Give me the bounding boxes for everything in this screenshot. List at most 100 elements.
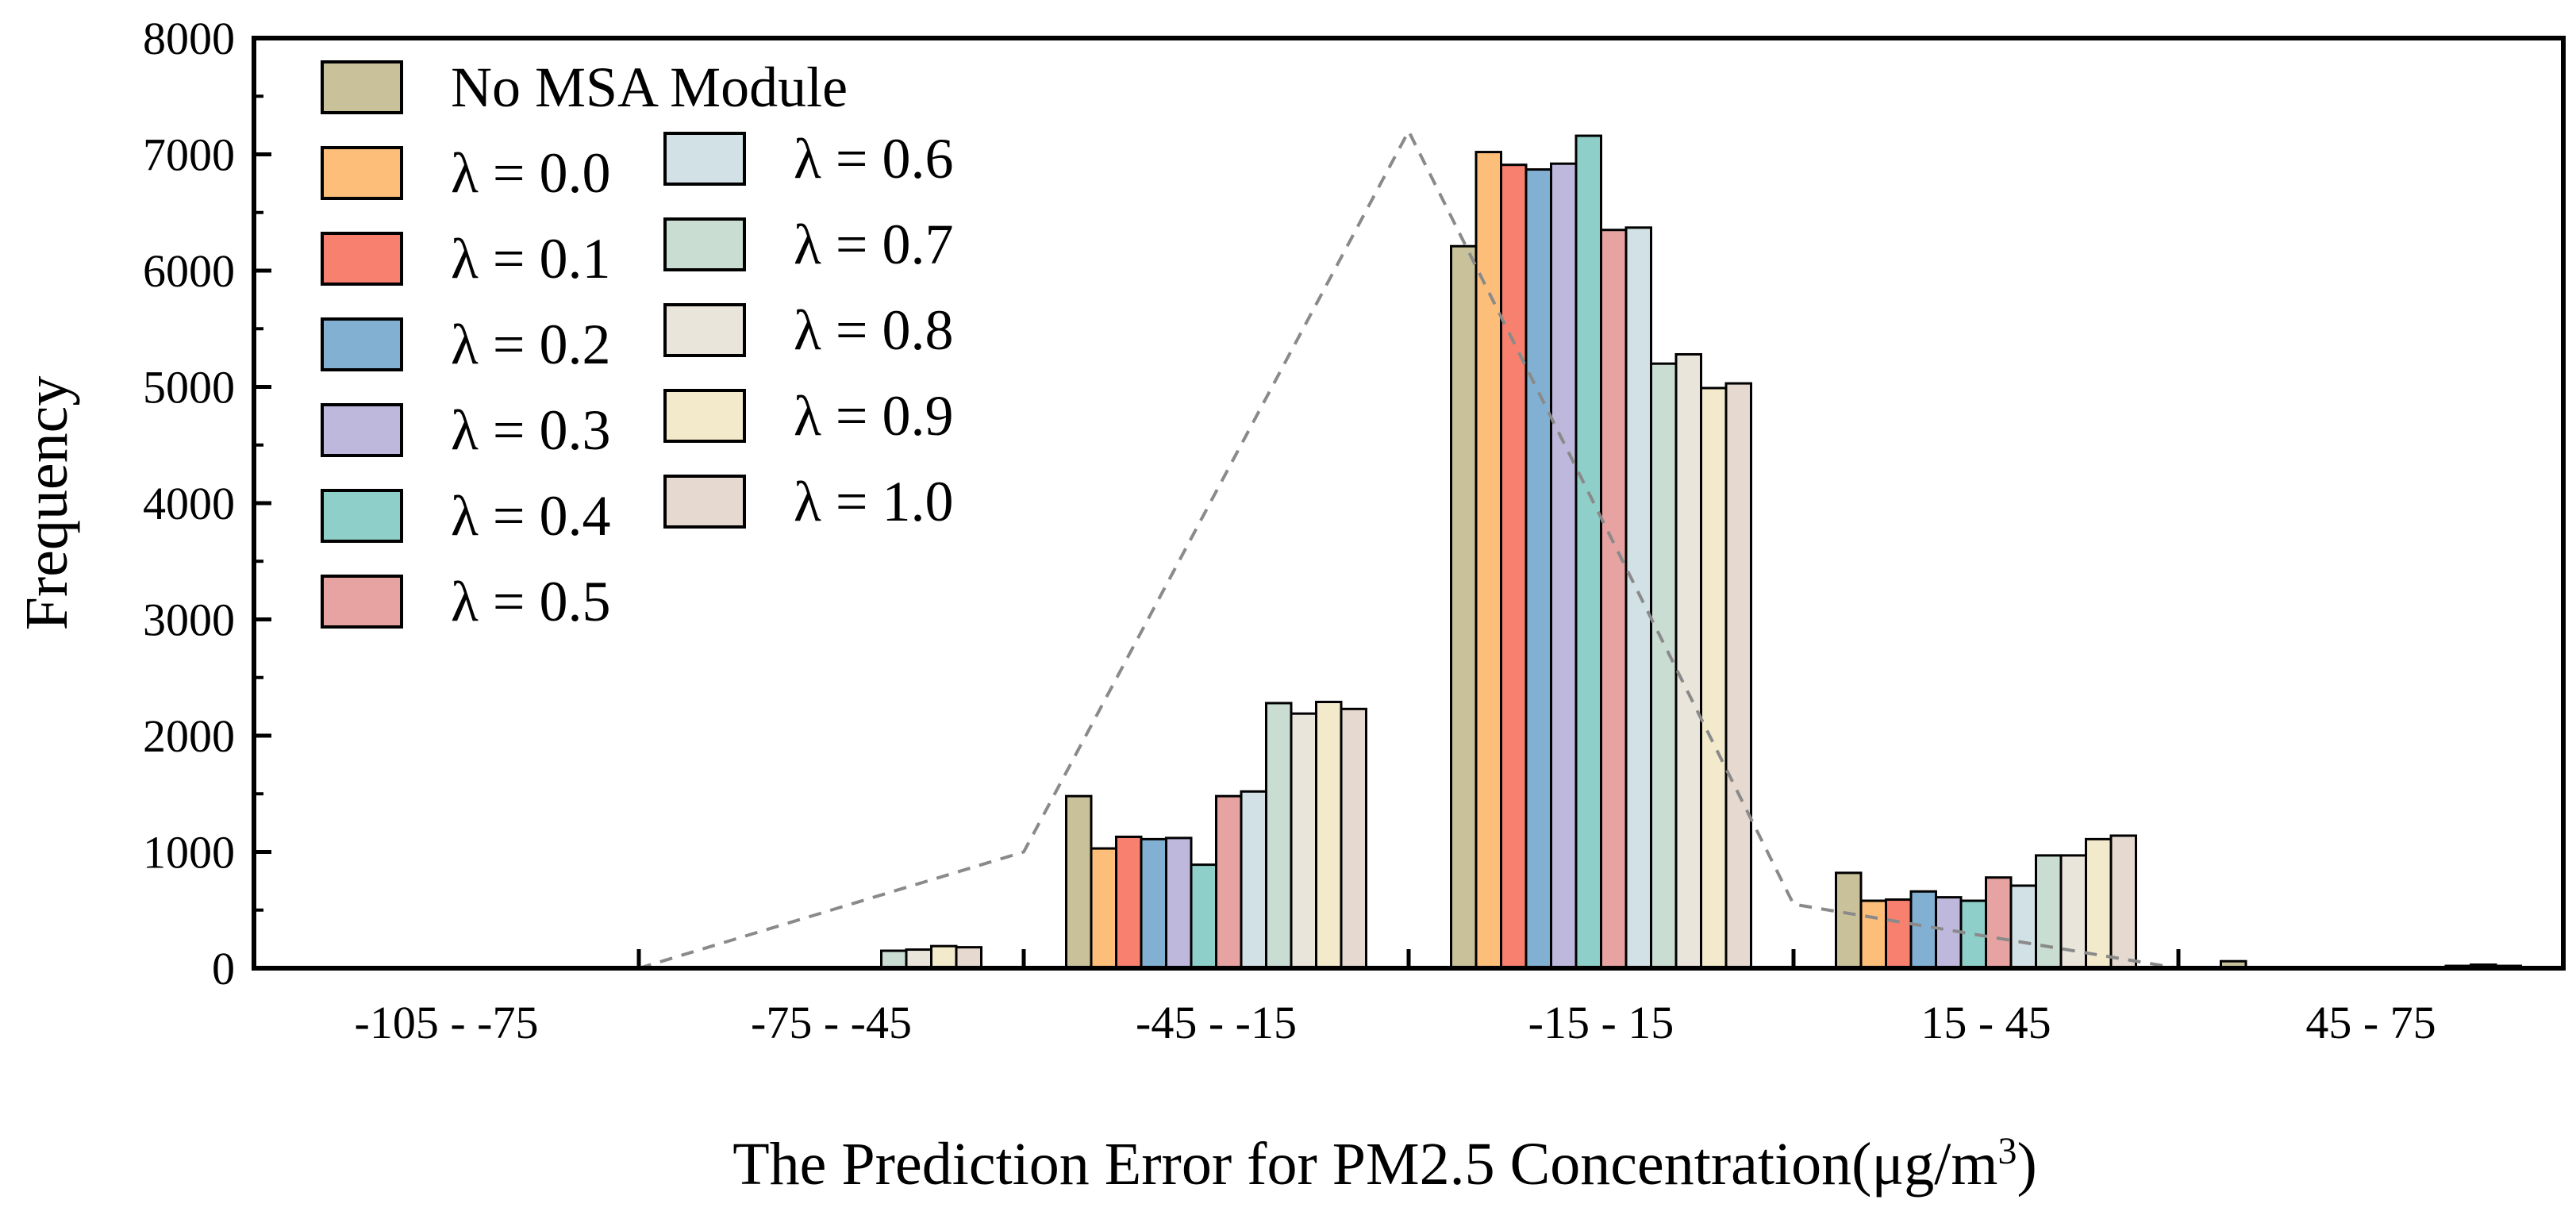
legend-swatch-0 (321, 60, 403, 114)
legend-label-7: λ = 0.6 (794, 127, 954, 190)
bar-series-5-cat-3 (1574, 134, 1602, 970)
bar-series-8-cat-1 (880, 949, 908, 970)
y-axis-title: Frequency (13, 376, 80, 631)
bar-series-8-cat-4 (2035, 854, 2063, 970)
legend-label-0: No MSA Module (451, 56, 848, 119)
legend-item-11: λ = 1.0 (663, 470, 954, 533)
bar-series-7-cat-3 (1624, 226, 1652, 970)
legend-item-8: λ = 0.7 (663, 213, 954, 276)
y-tick-label-6000: 6000 (143, 245, 235, 297)
bar-series-11-cat-4 (2109, 834, 2137, 970)
legend-label-4: λ = 0.3 (451, 398, 611, 462)
y-tick-label-7000: 7000 (143, 129, 235, 181)
bar-series-9-cat-1 (905, 948, 932, 970)
legend-item-5: λ = 0.4 (321, 484, 611, 548)
legend-item-9: λ = 0.8 (663, 298, 954, 362)
bar-series-0-cat-4 (1835, 871, 1863, 970)
bar-series-6-cat-2 (1215, 794, 1243, 970)
legend-label-1: λ = 0.0 (451, 141, 611, 205)
bar-series-0-cat-2 (1065, 794, 1093, 970)
series-1 (1090, 151, 1887, 970)
x-axis-title-end: ) (2017, 1131, 2036, 1198)
legend-item-2: λ = 0.1 (321, 227, 611, 290)
y-tick-label-1000: 1000 (143, 827, 235, 879)
bar-series-10-cat-2 (1315, 701, 1343, 970)
bar-series-3-cat-3 (1524, 168, 1552, 970)
bar-series-3-cat-4 (1909, 890, 1937, 970)
y-tick-label-4000: 4000 (143, 478, 235, 529)
legend-label-11: λ = 1.0 (794, 470, 954, 533)
legend-label-8: λ = 0.7 (794, 213, 954, 276)
bar-series-2-cat-3 (1500, 163, 1528, 970)
legend-label-5: λ = 0.4 (451, 484, 611, 548)
legend-swatch-7 (663, 132, 746, 186)
legend-swatch-6 (321, 575, 403, 629)
legend-swatch-5 (321, 489, 403, 543)
legend-item-4: λ = 0.3 (321, 398, 611, 462)
bar-series-10-cat-1 (930, 944, 958, 970)
x-tick-label-4: 15 - 45 (1920, 997, 2051, 1048)
bar-series-8-cat-3 (1650, 362, 1678, 970)
trend-polyline (638, 127, 2179, 970)
bar-series-9-cat-2 (1290, 712, 1317, 970)
legend-swatch-2 (321, 232, 403, 286)
x-tick-label-1: -75 - -45 (751, 997, 912, 1048)
legend-label-3: λ = 0.2 (451, 313, 611, 376)
legend-swatch-8 (663, 217, 746, 271)
legend-label-2: λ = 0.1 (451, 227, 611, 290)
bar-series-1-cat-2 (1090, 847, 1117, 970)
bar-series-1-cat-3 (1474, 151, 1502, 970)
legend-swatch-9 (663, 303, 746, 357)
legend-swatch-4 (321, 403, 403, 457)
legend-label-6: λ = 0.5 (451, 570, 611, 633)
bar-series-7-cat-2 (1240, 790, 1267, 970)
x-tick-label-2: -45 - -15 (1136, 997, 1297, 1048)
bar-series-5-cat-2 (1190, 863, 1217, 970)
bar-series-9-cat-3 (1674, 352, 1702, 970)
bar-series-1-cat-4 (1859, 899, 1887, 970)
series-11 (955, 382, 2522, 970)
bar-series-2-cat-2 (1115, 835, 1143, 970)
legend-swatch-1 (321, 146, 403, 200)
legend-item-7: λ = 0.6 (663, 127, 954, 190)
bar-series-10-cat-4 (2085, 837, 2113, 970)
x-tick-label-0: -105 - -75 (355, 997, 539, 1048)
y-tick-label-5000: 5000 (143, 362, 235, 413)
x-axis-title: The Prediction Error for PM2.5 Concentra… (732, 1130, 2037, 1198)
y-tick-label-3000: 3000 (143, 594, 235, 646)
x-axis-title-main: The Prediction Error for PM2.5 Concentra… (732, 1131, 1997, 1198)
legend-swatch-3 (321, 317, 403, 371)
bar-series-2-cat-4 (1885, 898, 1913, 970)
legend-item-6: λ = 0.5 (321, 570, 611, 633)
legend-item-3: λ = 0.2 (321, 313, 611, 376)
legend-label-9: λ = 0.8 (794, 298, 954, 362)
legend: No MSA Module λ = 0.0 λ = 0.1 λ = 0.2 λ = 0.… (321, 56, 954, 633)
bar-series-3-cat-2 (1140, 837, 1167, 970)
bar-series-6-cat-4 (1985, 876, 2013, 970)
x-axis: -105 - -75 -75 - -45 -45 - -15 -15 - 15 15 -… (355, 949, 2436, 1048)
series-10 (930, 386, 2497, 970)
x-tick-label-5: 45 - 75 (2305, 997, 2436, 1048)
y-axis: 0 1000 2000 3000 4000 5000 6000 7000 8000 (143, 13, 271, 994)
legend-item-0: No MSA Module (321, 56, 848, 119)
legend-item-10: λ = 0.9 (663, 384, 954, 448)
bar-series-6-cat-3 (1600, 229, 1628, 970)
x-axis-title-superscript: 3 (1997, 1130, 2017, 1172)
series-4 (1165, 162, 1963, 970)
legend-label-10: λ = 0.9 (794, 384, 954, 448)
x-tick-label-3: -15 - 15 (1528, 997, 1674, 1048)
trend-line (638, 127, 2179, 970)
legend-swatch-10 (663, 389, 746, 443)
bar-series-11-cat-3 (1724, 382, 1752, 970)
y-tick-label-2000: 2000 (143, 710, 235, 762)
legend-item-1: λ = 0.0 (321, 141, 611, 205)
y-tick-label-8000: 8000 (143, 13, 235, 64)
bars (680, 134, 2522, 970)
series-7 (855, 226, 2037, 970)
bar-series-10-cat-3 (1700, 386, 1728, 970)
bar-series-4-cat-2 (1165, 836, 1193, 970)
bar-series-4-cat-3 (1550, 162, 1578, 970)
legend-swatch-11 (663, 475, 746, 529)
bar-series-11-cat-2 (1340, 707, 1367, 970)
